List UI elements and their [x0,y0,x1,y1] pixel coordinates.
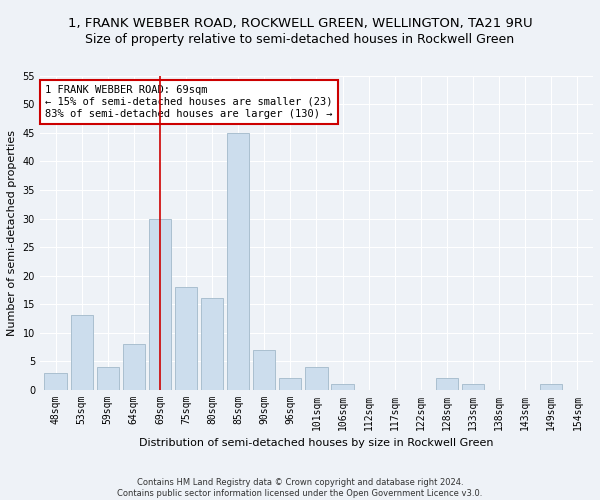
Bar [149,218,171,390]
Bar [279,378,301,390]
Bar [123,344,145,390]
Bar [331,384,353,390]
Bar [540,384,562,390]
Bar [436,378,458,390]
Bar [462,384,484,390]
Bar [201,298,223,390]
Text: 1, FRANK WEBBER ROAD, ROCKWELL GREEN, WELLINGTON, TA21 9RU: 1, FRANK WEBBER ROAD, ROCKWELL GREEN, WE… [68,18,532,30]
Bar [71,316,93,390]
Bar [97,367,119,390]
Text: Contains HM Land Registry data © Crown copyright and database right 2024.
Contai: Contains HM Land Registry data © Crown c… [118,478,482,498]
Text: Size of property relative to semi-detached houses in Rockwell Green: Size of property relative to semi-detach… [85,32,515,46]
Bar [44,372,67,390]
Bar [227,133,249,390]
Text: 1 FRANK WEBBER ROAD: 69sqm
← 15% of semi-detached houses are smaller (23)
83% of: 1 FRANK WEBBER ROAD: 69sqm ← 15% of semi… [46,86,333,118]
Bar [305,367,328,390]
Y-axis label: Number of semi-detached properties: Number of semi-detached properties [7,130,17,336]
X-axis label: Distribution of semi-detached houses by size in Rockwell Green: Distribution of semi-detached houses by … [139,438,494,448]
Bar [175,287,197,390]
Bar [253,350,275,390]
